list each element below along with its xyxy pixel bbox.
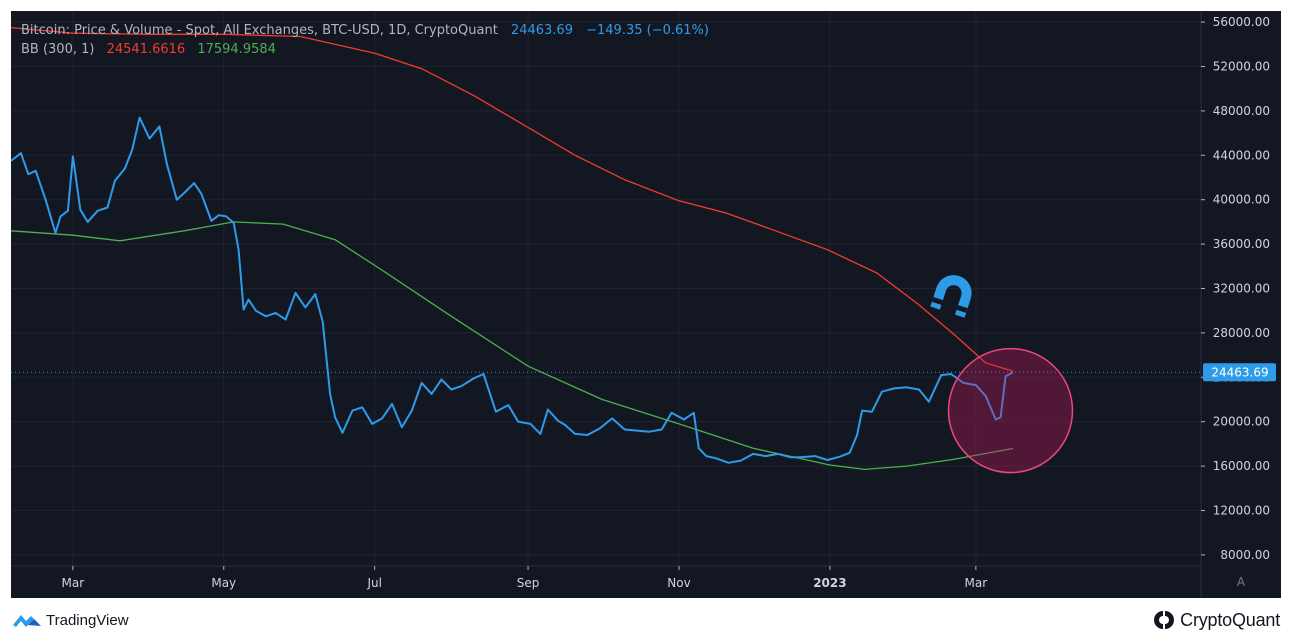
y-tick-label: 36000.00 [1213,237,1270,251]
y-tick-label: 52000.00 [1213,60,1270,74]
x-tick-label: Mar [62,576,85,590]
magnet-icon[interactable] [930,270,976,318]
x-tick-label: Sep [517,576,540,590]
cryptoquant-label: CryptoQuant [1180,609,1280,630]
lower-band-line [10,221,1014,471]
x-tick-label: Nov [667,576,690,590]
tradingview-brand[interactable]: TradingView [12,605,129,635]
time-scale-background[interactable] [11,566,1281,598]
y-tick-label: 32000.00 [1213,282,1270,296]
time-axis: Mar May Jul Sep Nov 2023 Mar [62,566,988,590]
tradingview-logo-icon [13,615,41,627]
y-tick-label: 8000.00 [1220,548,1270,562]
y-tick-label: 16000.00 [1213,459,1270,473]
y-tick-label: 48000.00 [1213,104,1270,118]
y-tick-label: 56000.00 [1213,15,1270,29]
lower-band-value: 17594.9584 [197,42,276,57]
indicator-name: BB (300, 1) [21,42,94,57]
series-layer [10,26,1014,471]
cryptoquant-logo-icon [1154,611,1175,629]
last-price-tag-text: 24463.69 [1211,366,1268,380]
x-tick-label: Mar [965,576,988,590]
y-tick-label: 20000.00 [1213,415,1270,429]
y-tick-label: 12000.00 [1213,504,1270,518]
price-chart[interactable]: 8000.0012000.0016000.0020000.0024000.002… [0,0,1292,605]
y-tick-label: 40000.00 [1213,193,1270,207]
y-tick-label: 44000.00 [1213,148,1270,162]
auto-scale-button[interactable]: A [1237,575,1246,589]
chart-title: Bitcoin: Price & Volume - Spot, All Exch… [21,23,498,38]
last-price-tag: 24463.69 [1203,363,1276,382]
price-change-value: −149.35 (−0.61%) [586,23,709,38]
price-scale-background[interactable] [1201,11,1281,566]
x-tick-label: Jul [366,576,381,590]
x-tick-label: May [211,576,236,590]
grid-lines [11,11,1201,566]
upper-band-value: 24541.6616 [107,42,186,57]
cryptoquant-brand[interactable]: CryptoQuant [1152,605,1280,635]
chart-legend-line-1: Bitcoin: Price & Volume - Spot, All Exch… [21,23,709,38]
price-line [10,116,1014,464]
chart-legend-line-2: BB (300, 1) 24541.6616 17594.9584 [21,42,276,57]
highlight-circle [947,347,1074,474]
last-price-value: 24463.69 [511,23,573,38]
tradingview-label: TradingView [46,611,129,629]
x-tick-label: 2023 [813,576,846,590]
y-tick-label: 28000.00 [1213,326,1270,340]
upper-band-line [10,26,1014,372]
